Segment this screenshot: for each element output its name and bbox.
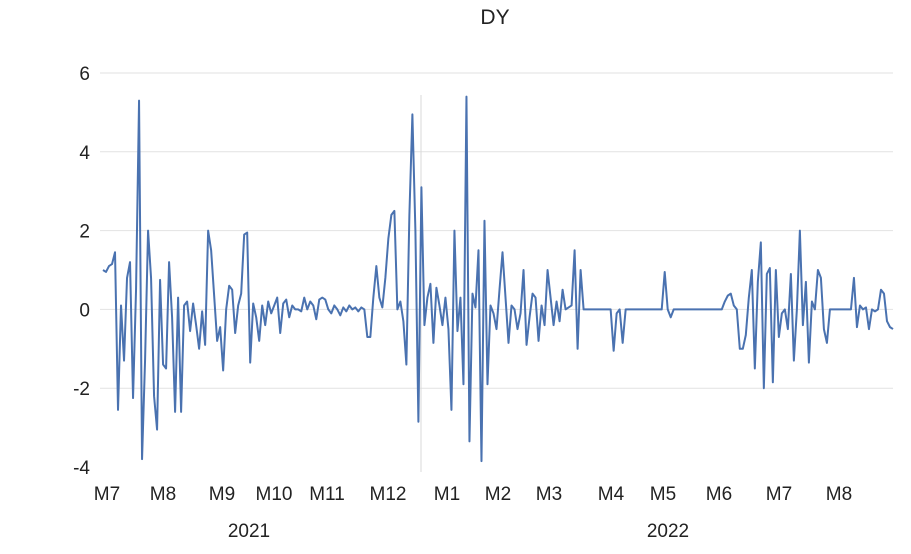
- x-tick-label: M10: [256, 484, 293, 505]
- x-tick-label: M11: [309, 484, 345, 505]
- x-tick-label: M2: [485, 484, 511, 505]
- x-tick-label: M12: [370, 484, 407, 505]
- y-tick-label: 0: [79, 300, 90, 321]
- x-tick-label: M1: [434, 484, 460, 505]
- x-year-label: 2021: [228, 521, 270, 542]
- series-group: [102, 95, 894, 463]
- chart-title: DY: [480, 6, 509, 29]
- x-axis-month-labels: M7 M8 M9 M10 M11 M12 M1 M2 M3 M4 M5 M6 M7 M8: [94, 484, 852, 505]
- x-tick-label: M9: [209, 484, 235, 505]
- x-tick-label: M8: [826, 484, 852, 505]
- x-tick-label: M4: [598, 484, 625, 505]
- y-tick-label: -2: [73, 379, 90, 400]
- y-axis-ticks: -4 -2 0 2 4 6: [73, 64, 90, 479]
- x-tick-label: M7: [766, 484, 792, 505]
- y-tick-label: 6: [79, 64, 90, 85]
- y-tick-label: 4: [79, 143, 90, 164]
- y-tick-label: 2: [79, 222, 90, 243]
- series-line-dy: [102, 95, 894, 463]
- y-tick-label: -4: [73, 458, 90, 479]
- x-tick-label: M6: [706, 484, 732, 505]
- x-year-label: 2022: [647, 521, 689, 542]
- gridlines: [100, 72, 893, 389]
- x-tick-label: M7: [94, 484, 120, 505]
- x-axis-year-labels: 2021 2022: [228, 521, 689, 542]
- x-tick-label: M8: [150, 484, 176, 505]
- x-tick-label: M3: [536, 484, 562, 505]
- x-tick-label: M5: [650, 484, 676, 505]
